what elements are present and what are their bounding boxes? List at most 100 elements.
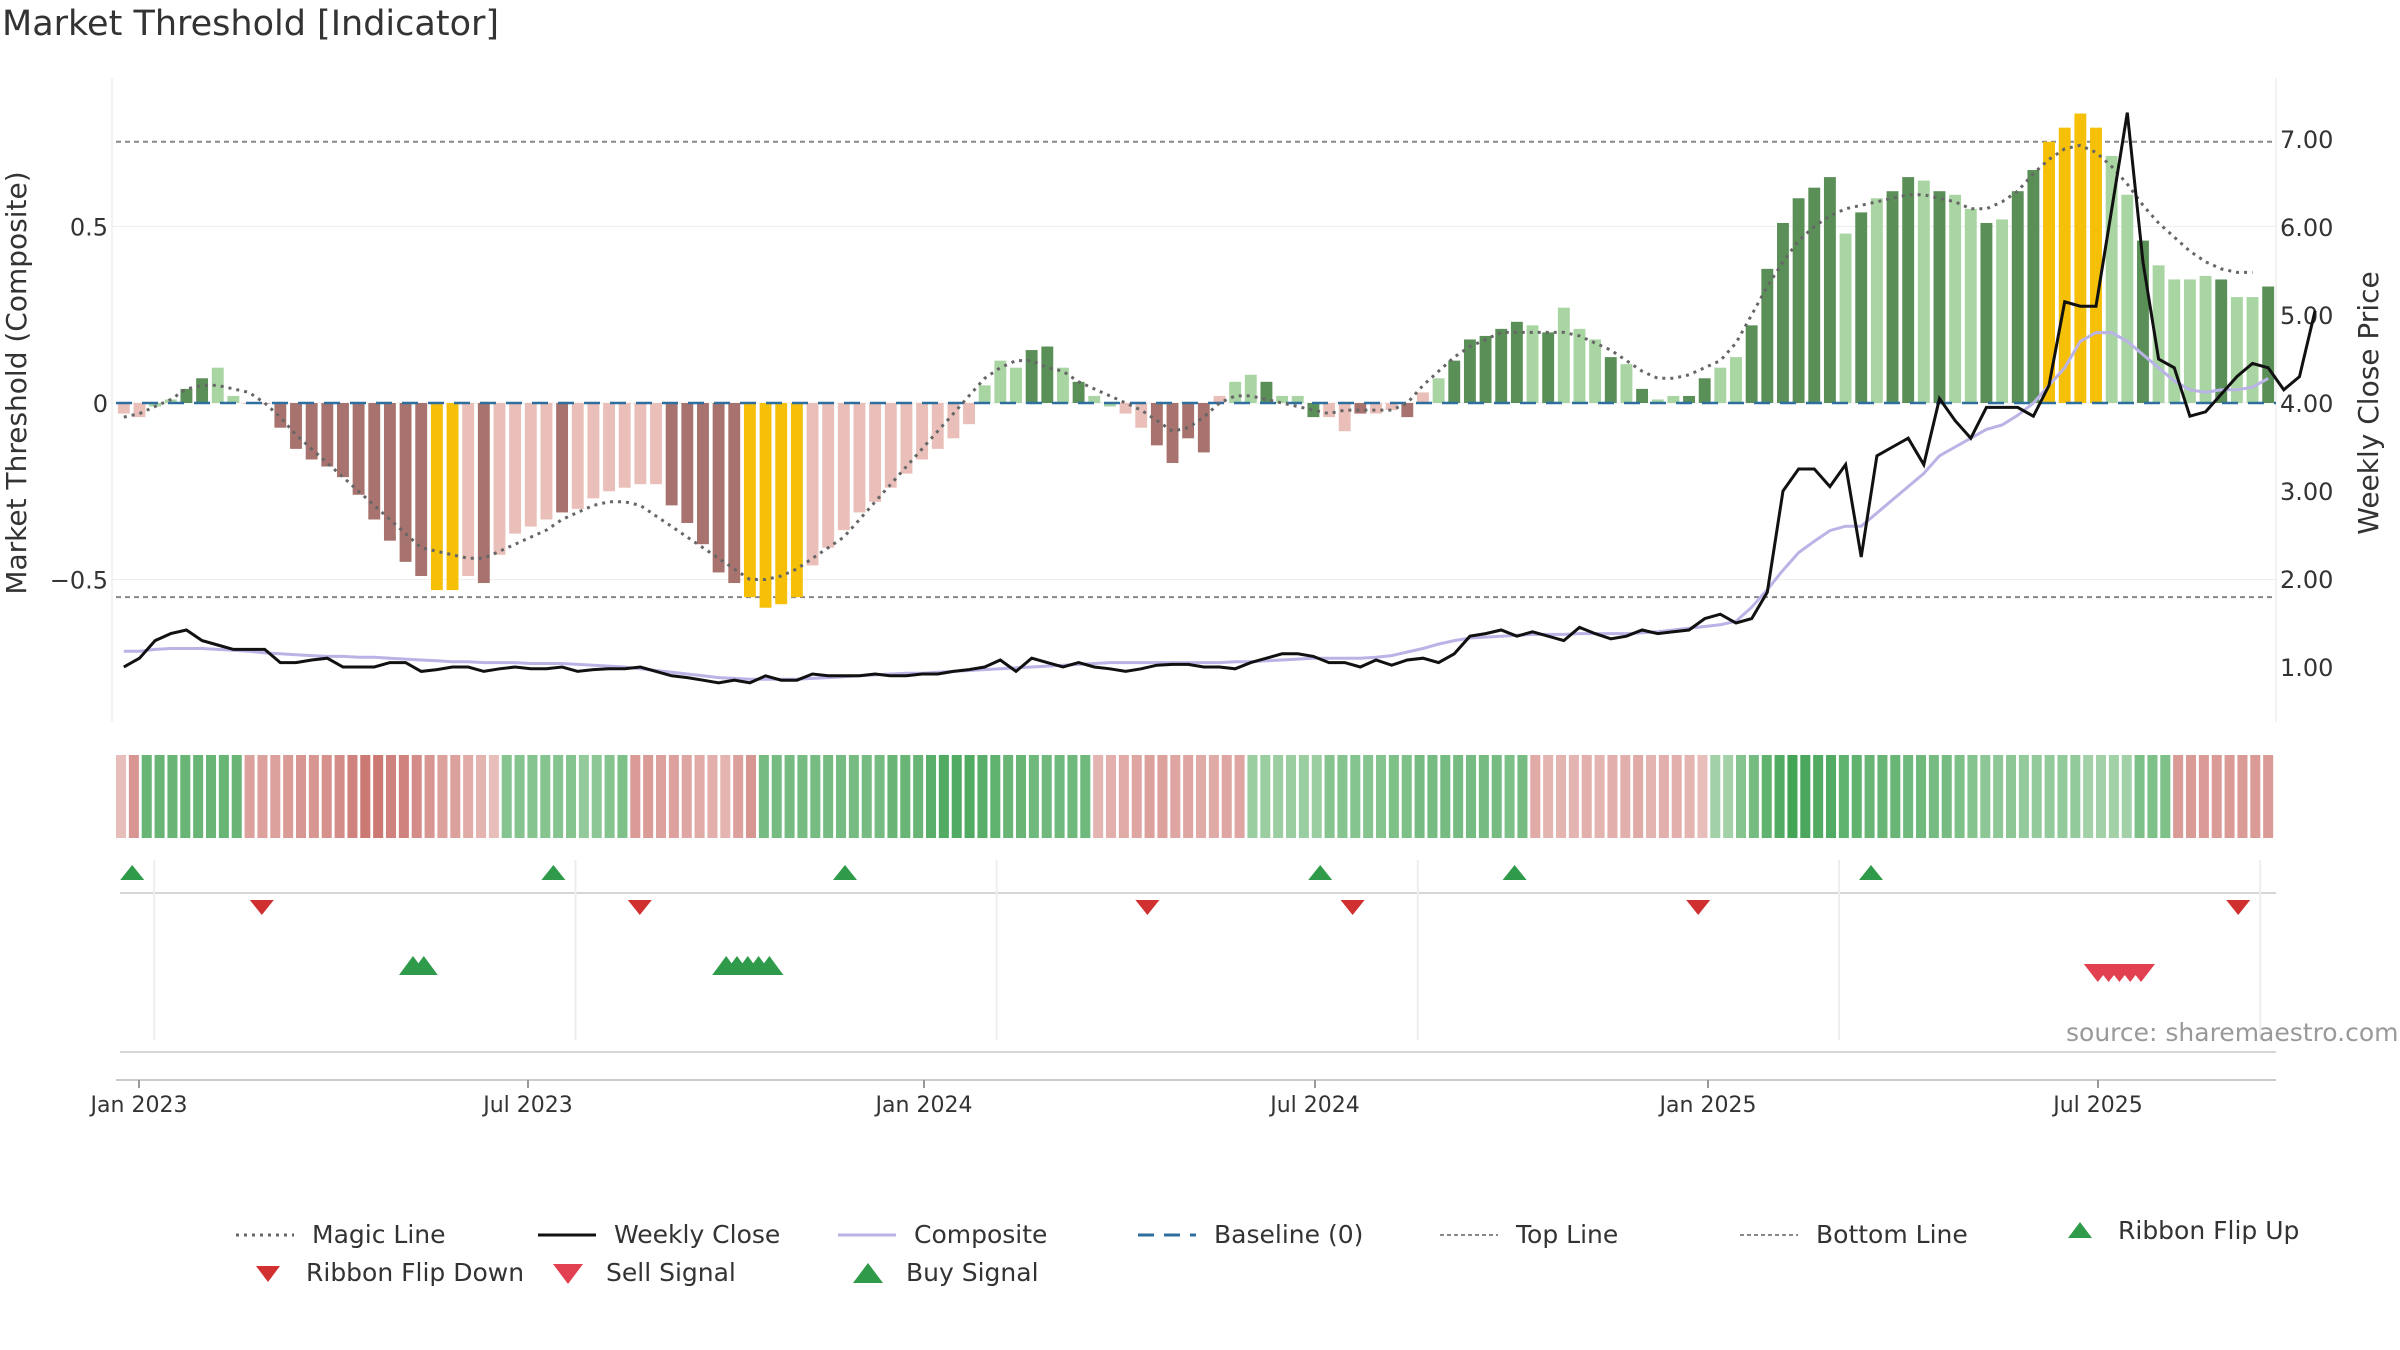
ribbon-cell: [1916, 755, 1927, 838]
ribbon-cell: [1877, 755, 1888, 838]
composite-bar: [1307, 403, 1320, 418]
composite-bar: [1495, 328, 1508, 403]
ribbon-cell: [887, 755, 898, 838]
ribbon-cell: [2070, 755, 2081, 838]
weekly-close-line: [123, 112, 2317, 685]
ribbon-cell: [1028, 755, 1039, 838]
ribbon-cell: [206, 755, 217, 838]
composite-bar: [1338, 403, 1351, 432]
x-tick-label: Jan 2024: [874, 1093, 973, 1118]
composite-bar: [1135, 403, 1148, 428]
ribbon-cell: [746, 755, 757, 838]
ribbon-cell: [1324, 755, 1335, 838]
composite-bar: [587, 403, 600, 499]
ribbon-cell: [977, 755, 988, 838]
ribbon-cell: [270, 755, 281, 838]
ribbon-flip-up-marker: [120, 865, 145, 880]
magic-line: [123, 143, 2253, 581]
ribbon-cell: [1813, 755, 1824, 838]
ribbon-cell: [257, 755, 268, 838]
composite-bar: [352, 403, 365, 495]
ribbon-cell: [566, 755, 577, 838]
legend-bottom-line: Bottom Line: [1740, 1220, 1968, 1249]
chart-canvas: 0.5 0 −0.5 7.00 6.00 5.00 4.00 3.00 2.00 1.00 Mark…: [0, 78, 2385, 1118]
legend-weekly-close: Weekly Close: [538, 1220, 780, 1249]
composite-bar: [430, 403, 443, 591]
x-tick-label: Jul 2025: [2051, 1093, 2143, 1118]
ribbon-cell: [1067, 755, 1078, 838]
composite-bar: [1917, 180, 1930, 403]
composite-bar: [133, 403, 146, 418]
ribbon-cell: [823, 755, 834, 838]
ribbon-cell: [1363, 755, 1374, 838]
y-right-tick-label: 5.00: [2280, 302, 2333, 330]
ribbon-cell: [1838, 755, 1849, 838]
composite-bar: [1291, 395, 1304, 403]
ribbon-cell: [321, 755, 332, 838]
x-tick-label: Jul 2023: [481, 1093, 573, 1118]
ribbon-cell: [1247, 755, 1258, 838]
ribbon-cell: [694, 755, 705, 838]
ribbon-cell: [1543, 755, 1554, 838]
ribbon-cell: [411, 755, 422, 838]
ribbon-cell: [1427, 755, 1438, 838]
ribbon-cell: [1273, 755, 1284, 838]
ribbon-cell: [244, 755, 255, 838]
composite-bar: [274, 403, 287, 428]
composite-bar: [1808, 187, 1821, 403]
composite-bar: [321, 403, 334, 467]
composite-bar: [963, 403, 975, 425]
triangle-down-icon: [256, 1265, 280, 1282]
y-right-axis-label: Weekly Close Price: [2352, 271, 2385, 534]
triangle-up-icon: [853, 1262, 883, 1283]
ribbon-cell: [1234, 755, 1245, 838]
composite-bar: [1010, 367, 1022, 403]
composite-bar: [743, 403, 756, 598]
ribbon-cell: [141, 755, 152, 838]
ribbon-cell: [1736, 755, 1747, 838]
ribbon-cell: [707, 755, 718, 838]
composite-bar: [556, 403, 569, 513]
composite-bar: [1182, 403, 1195, 439]
ribbon-cell: [2044, 755, 2055, 838]
ribbon-flip-up-marker: [1859, 865, 1883, 880]
ribbon-cell: [1466, 755, 1477, 838]
ribbon-cell: [681, 755, 692, 838]
composite-bar: [978, 385, 991, 403]
ribbon-cell: [2134, 755, 2145, 838]
ribbon-cell: [334, 755, 345, 838]
ribbon-cell: [2263, 755, 2274, 838]
sell-signal-marker: [2127, 964, 2155, 982]
ribbon-cell: [1826, 755, 1837, 838]
ribbon-cell: [1298, 755, 1309, 838]
ribbon-cell: [1980, 755, 1991, 838]
ribbon-cell: [463, 755, 474, 838]
ribbon-cell: [1260, 755, 1271, 838]
ribbon-cell: [231, 755, 242, 838]
ribbon-flip-down-marker: [2226, 900, 2251, 915]
composite-bar: [2105, 155, 2118, 403]
composite-bar: [1088, 395, 1101, 403]
composite-bar: [1276, 395, 1289, 403]
composite-bar: [665, 403, 678, 506]
ribbon-cell: [154, 755, 165, 838]
legend-composite: Composite: [838, 1220, 1047, 1249]
ribbon-cell: [1748, 755, 1759, 838]
ribbon-cell: [630, 755, 641, 838]
composite-bar: [1197, 403, 1210, 453]
ribbon-cell: [1633, 755, 1644, 838]
composite-bar: [1463, 339, 1476, 403]
y-right-tick-label: 6.00: [2280, 214, 2333, 242]
ribbon-cell: [514, 755, 525, 838]
ribbon-cell: [797, 755, 808, 838]
ribbon-cell: [501, 755, 512, 838]
composite-bar: [822, 403, 835, 548]
ribbon-flip-up-marker: [541, 865, 566, 880]
composite-bar: [681, 403, 694, 524]
composite-bar: [1855, 212, 1868, 403]
composite-bar: [2121, 194, 2134, 403]
legend-ribbon-flip-up: Ribbon Flip Up: [2060, 1216, 2299, 1245]
composite-bar: [2137, 240, 2149, 403]
ribbon-cell: [424, 755, 435, 838]
legend: Magic Line Weekly Close Composite Baseli…: [0, 1200, 2400, 1287]
